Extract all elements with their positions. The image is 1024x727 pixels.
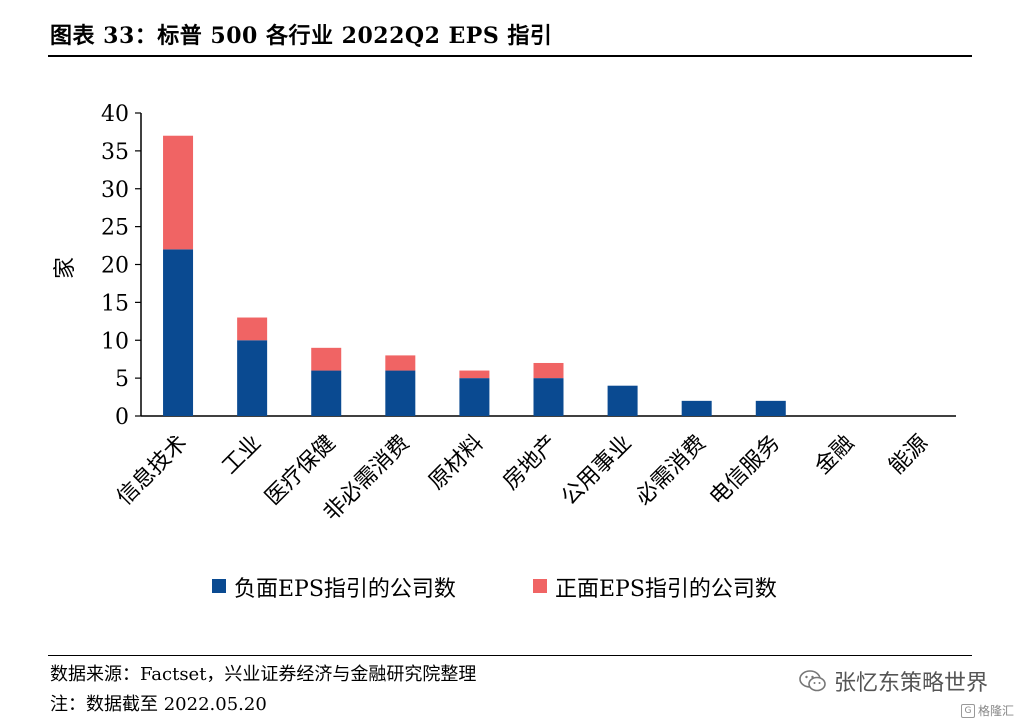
bar-positive <box>459 370 490 379</box>
bar-positive <box>311 347 342 371</box>
bar-positive <box>385 355 416 371</box>
watermark: 张忆东策略世界 <box>798 665 988 697</box>
x-tick-label: 金融 <box>810 431 859 480</box>
x-tick-label: 能源 <box>884 431 933 480</box>
y-tick-label: 35 <box>101 140 129 165</box>
bar-negative <box>163 249 194 416</box>
data-note: 注：数据截至 2022.05.20 <box>50 694 267 715</box>
y-tick-label: 15 <box>101 291 129 316</box>
y-tick-label: 5 <box>115 367 129 392</box>
y-tick-label: 10 <box>101 329 129 354</box>
y-tick-label: 30 <box>101 178 129 203</box>
bar-positive <box>163 135 194 250</box>
bar-negative <box>459 378 490 416</box>
corner-logo: G 格隆汇 <box>960 702 1014 719</box>
bar-negative <box>533 378 564 416</box>
legend-swatch <box>533 579 547 593</box>
x-tick-label: 电信服务 <box>705 431 785 511</box>
x-tick-label: 房地产 <box>498 431 562 495</box>
bar-positive <box>237 317 268 341</box>
x-tick-label: 工业 <box>218 431 267 480</box>
y-tick-label: 25 <box>101 216 129 241</box>
x-tick-label: 公用事业 <box>557 431 637 511</box>
y-tick-label: 40 <box>101 102 129 127</box>
y-tick-label: 0 <box>115 405 129 430</box>
bar-negative <box>385 370 416 416</box>
bar-positive <box>533 362 564 379</box>
bar-negative <box>311 370 342 416</box>
logo-mark: G <box>960 703 975 718</box>
figure-title: 图表 33：标普 500 各行业 2022Q2 EPS 指引 <box>50 23 553 49</box>
legend-label: 负面EPS指引的公司数 <box>234 577 456 602</box>
bar-negative <box>237 340 268 416</box>
corner-logo-text: 格隆汇 <box>977 704 1014 718</box>
data-source: 数据来源：Factset，兴业证券经济与金融研究院整理 <box>50 664 477 685</box>
y-axis-label: 家 <box>53 257 78 279</box>
y-tick-label: 20 <box>101 254 129 279</box>
legend-label: 正面EPS指引的公司数 <box>555 577 777 602</box>
bar-negative <box>755 400 786 416</box>
x-tick-label: 原材料 <box>424 431 488 495</box>
title-rule <box>48 55 972 57</box>
legend-swatch <box>212 579 226 593</box>
wechat-icon <box>799 670 826 692</box>
bar-negative <box>681 400 712 416</box>
bar-negative <box>607 385 638 416</box>
watermark-text: 张忆东策略世界 <box>833 671 988 696</box>
footer-rule <box>48 655 972 656</box>
x-tick-label: 信息技术 <box>112 431 192 511</box>
x-tick-label: 必需消费 <box>631 431 711 511</box>
